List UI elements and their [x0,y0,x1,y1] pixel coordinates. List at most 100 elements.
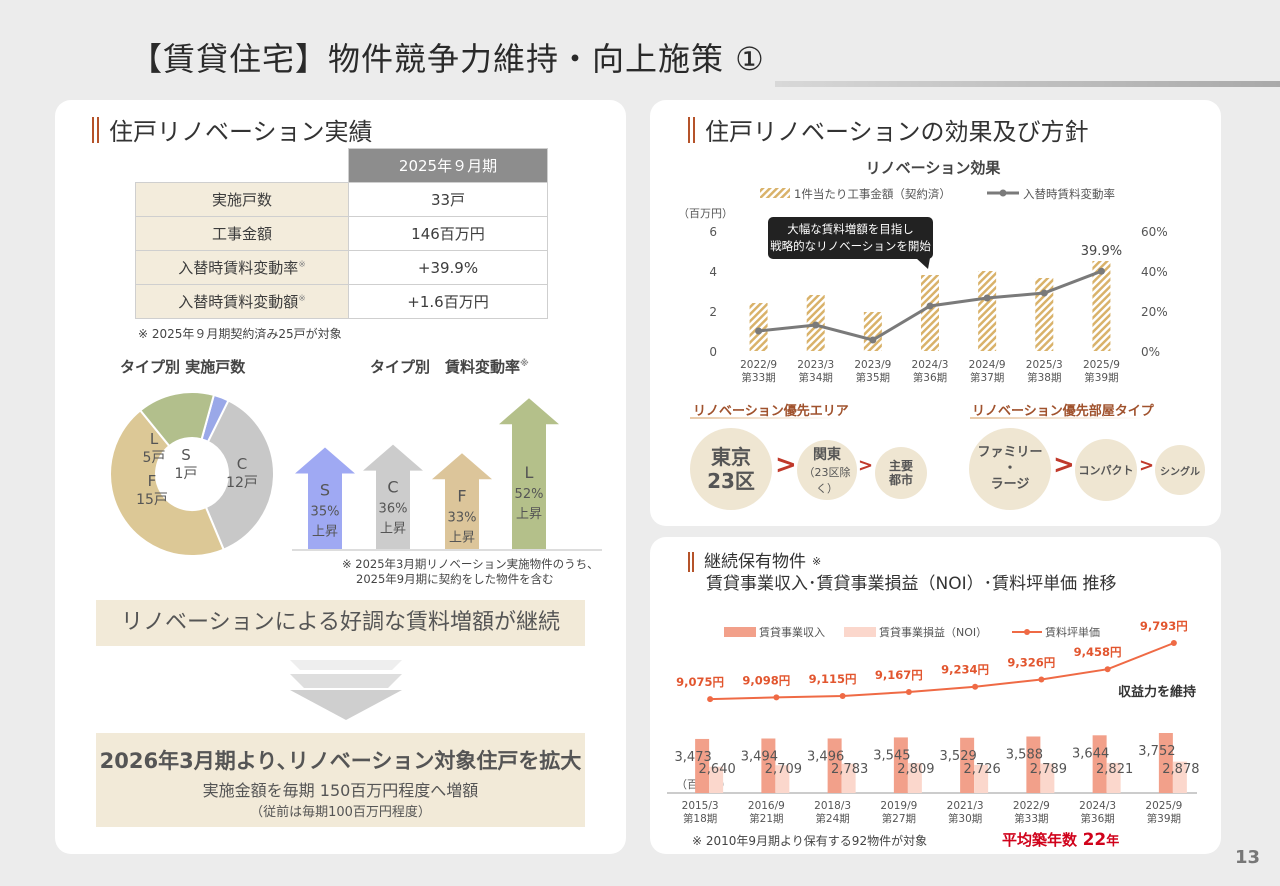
row-label: 入替時賃料変動額 [178,293,299,311]
effect-bar [1092,261,1111,351]
effect-y-tick: 2 [709,305,717,319]
effect-bar [921,275,939,351]
average-age-value: 22 [1082,830,1107,850]
continuous-x-period: 第30期 [948,812,982,825]
effect-x-tick: 2024/3 [912,359,949,371]
revenue-label: 3,529 [940,749,977,764]
revenue-bar [761,738,776,793]
area-major-line1: 主要 [888,459,913,473]
noi-bar [907,763,922,793]
donut-label-category: C [237,455,247,473]
arrow-label-suffix: 上昇 [516,507,542,522]
table-row: 入替時賃料変動率※ +39.9% [135,250,548,285]
policy-sub2: （従前は毎期100百万円程度） [250,805,431,820]
noi-bar [775,765,790,793]
rent-change-arrow [432,453,492,549]
continuous-x-period: 第27期 [882,812,916,825]
result-banner: リノベーションによる好調な賃料増額が継続 [96,600,585,646]
noi-label: 2,726 [964,762,1001,777]
effect-bar [978,271,997,351]
legend-label-revenue: 賃貸事業収入 [759,625,825,639]
effect-line-marker [926,302,934,310]
effect-chart-title: リノベーション効果 [866,159,1002,177]
rent-change-arrow [363,444,423,549]
row-label: 入替時賃料変動率 [178,259,299,277]
arrow-label-type: S [320,481,330,500]
donut-label-category: S [181,446,191,464]
room-single: シングル [1155,445,1205,495]
continuous-heading-line1: 継続保有物件 [704,552,806,572]
table-column-header: 2025年９月期 [348,148,548,183]
revenue-label: 3,545 [873,748,910,763]
donut-chart: S 1戸 C 12戸 F 15戸 L 5戸 [109,391,275,557]
effect-line-marker [869,336,877,344]
arrow-label-suffix: 上昇 [449,530,475,545]
arrows-note: ※ 2025年3月期リノベーション実施物件のうち、 2025年9月期に契約をした… [342,557,599,587]
effect-heading-text: 住戸リノベーションの効果及び方針 [705,118,1089,146]
arrows-note-line1: ※ 2025年3月期リノベーション実施物件のうち、 [342,557,599,571]
revenue-bar [827,738,842,793]
row-value: 146百万円 [348,216,548,251]
continuous-heading-sup: ※ [812,555,822,568]
continuous-x-tick: 2019/9 [880,800,917,812]
continuous-x-tick: 2024/3 [1079,800,1116,812]
effect-x-period: 第37期 [970,371,1004,384]
arrow-label-type: F [457,486,466,505]
room-arrow-1: > [1053,450,1075,480]
noi-bar [841,763,856,793]
effect-x-tick: 2025/3 [1026,359,1063,371]
legend-label-noi: 賃貸事業損益（NOI） [879,625,987,639]
effect-y2-tick: 0% [1141,345,1160,359]
rent-marker [1170,640,1177,646]
donut-slice [109,408,225,557]
revenue-label: 3,752 [1138,744,1175,759]
revenue-bar [960,737,975,793]
continuous-x-tick: 2025/9 [1145,800,1182,812]
table-row: 入替時賃料変動額※ +1.6百万円 [135,284,548,319]
average-age-label: 平均築年数 [1002,831,1078,849]
noi-bar [1040,763,1055,793]
arrow-label-suffix: 上昇 [312,525,338,540]
rent-label: 9,115円 [809,672,857,686]
policy-sub1: 実施金額を毎期 150百万円程度へ増額 [202,781,479,800]
continuous-x-tick: 2018/3 [814,800,851,812]
results-table: 2025年９月期 実施戸数 33戸 工事金額 146百万円 入替時賃料変動率※ … [135,148,548,319]
effect-y-unit: （百万円） [678,207,733,220]
continuous-heading-row1: 継続保有物件 ※ [688,551,1117,573]
continuous-x-tick: 2022/9 [1013,800,1050,812]
rent-marker [972,683,979,690]
area-major-cities: 主要 都市 [875,447,927,499]
renovation-effect-chart: リノベーション効果 1件当たり工事金額（契約済） 入替時賃料変動率 （百万円） 0 0% 2… [678,159,1168,384]
arrows-title: タイプ別 賃料変動率※ [370,356,529,377]
continuous-heading-line2: 賃貸事業収入･賃貸事業損益（NOI）･賃料坪単価 推移 [706,574,1117,594]
noi-label: 2,783 [831,762,868,777]
rent-marker [1038,676,1045,683]
continuous-x-period: 第21期 [749,812,783,825]
row-label: 工事金額 [135,216,349,251]
donut-slice [204,399,275,551]
area-tokyo23-line2: 23区 [707,469,755,493]
arrows-note-line2: 2025年9月期に契約をした物件を含む [356,572,554,586]
callout-pointer [916,258,930,269]
legend-label-rent: 賃料坪単価 [1045,625,1100,639]
left-heading-text: 住戸リノベーション実績 [109,118,373,146]
effect-line-marker [755,327,763,335]
revenue-bar [893,737,908,793]
effect-line-marker [812,321,820,329]
effect-x-period: 第33期 [741,371,775,384]
effect-line-marker [983,294,991,302]
revenue-bar [1026,736,1041,793]
callout-line2: 戦略的なリノベーションを開始 [770,239,931,253]
effect-line-marker [1040,289,1048,297]
noi-label: 2,709 [765,762,802,777]
table-header-row: 2025年９月期 [136,148,548,183]
policy-box: 2026年3月期より､リノベーション対象住戸を拡大 実施金額を毎期 150百万円… [96,733,585,827]
left-panel-heading: 住戸リノベーション実績 [92,112,373,147]
effect-x-tick: 2024/9 [969,359,1006,371]
continuous-x-tick: 2015/3 [682,800,719,812]
rent-label: 9,075円 [676,675,724,689]
callout-box: 大幅な賃料増額を目指し 戦略的なリノベーションを開始 [768,217,933,259]
arrow-label-value: 35% [311,505,340,520]
row-label-sup: ※ [298,294,306,304]
legend-swatch-noi [844,627,876,637]
